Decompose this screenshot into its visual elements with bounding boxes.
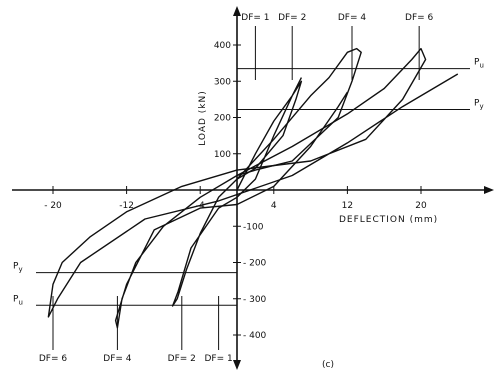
y-axis-arrow-down <box>233 360 241 370</box>
reference-label-sub: u <box>18 298 22 306</box>
reference-label-sub: y <box>18 266 22 274</box>
y-tick-label: 200 <box>214 114 231 124</box>
x-tick-label: 20 <box>415 201 427 211</box>
ductility-marker-label: DF= 4 <box>103 354 132 364</box>
ductility-marker-label: DF= 1 <box>241 13 269 23</box>
reference-lines: Pu Py Py Pu <box>13 58 484 307</box>
y-tick-label: 300 <box>214 77 231 87</box>
y-axis-arrow-up <box>233 6 241 16</box>
x-tick-label: 4 <box>271 201 277 211</box>
hysteresis-series-3 <box>47 47 459 318</box>
y-tick-label: 100 <box>214 150 231 160</box>
x-tick-label: -12 <box>119 201 134 211</box>
x-axis-title: DEFLECTION (mm) <box>339 215 438 225</box>
y-tick-label: - 200 <box>243 259 267 269</box>
ductility-markers: DF= 1 DF= 2 DF= 4 DF= 6 DF= 6 DF= 4 DF= 2 DF= 1 <box>39 13 434 364</box>
y-tick-label: - 300 <box>243 295 267 305</box>
ductility-marker-label: DF= 6 <box>39 354 68 364</box>
ductility-marker-label: DF= 2 <box>278 13 306 23</box>
ductility-marker-label: DF= 6 <box>405 13 434 23</box>
hysteresis-series-2 <box>114 47 362 329</box>
reference-label-Py-neg: Py <box>13 262 23 274</box>
ductility-marker-label: DF= 2 <box>168 354 196 364</box>
x-tick-label: - 20 <box>44 201 62 211</box>
panel-label: (c) <box>322 360 334 370</box>
reference-label-sub: y <box>479 103 483 111</box>
x-axis-arrow <box>484 186 494 194</box>
y-tick-label: - 400 <box>243 331 267 341</box>
reference-label-Py: Py <box>474 99 484 111</box>
ductility-marker-label: DF= 1 <box>204 354 232 364</box>
ductility-marker-label: DF= 4 <box>338 13 367 23</box>
reference-label-Pu-neg: Pu <box>13 294 23 306</box>
y-tick-label: 400 <box>214 41 231 51</box>
reference-label-sub: u <box>479 62 483 70</box>
y-tick-label: -100 <box>243 222 264 232</box>
axes <box>12 6 494 370</box>
x-tick-label: 12 <box>342 201 353 211</box>
hysteresis-series-1 <box>171 77 303 307</box>
y-axis-title: LOAD (kN) <box>198 90 208 146</box>
reference-label-Pu: Pu <box>474 58 484 70</box>
hysteresis-loops <box>47 47 459 329</box>
